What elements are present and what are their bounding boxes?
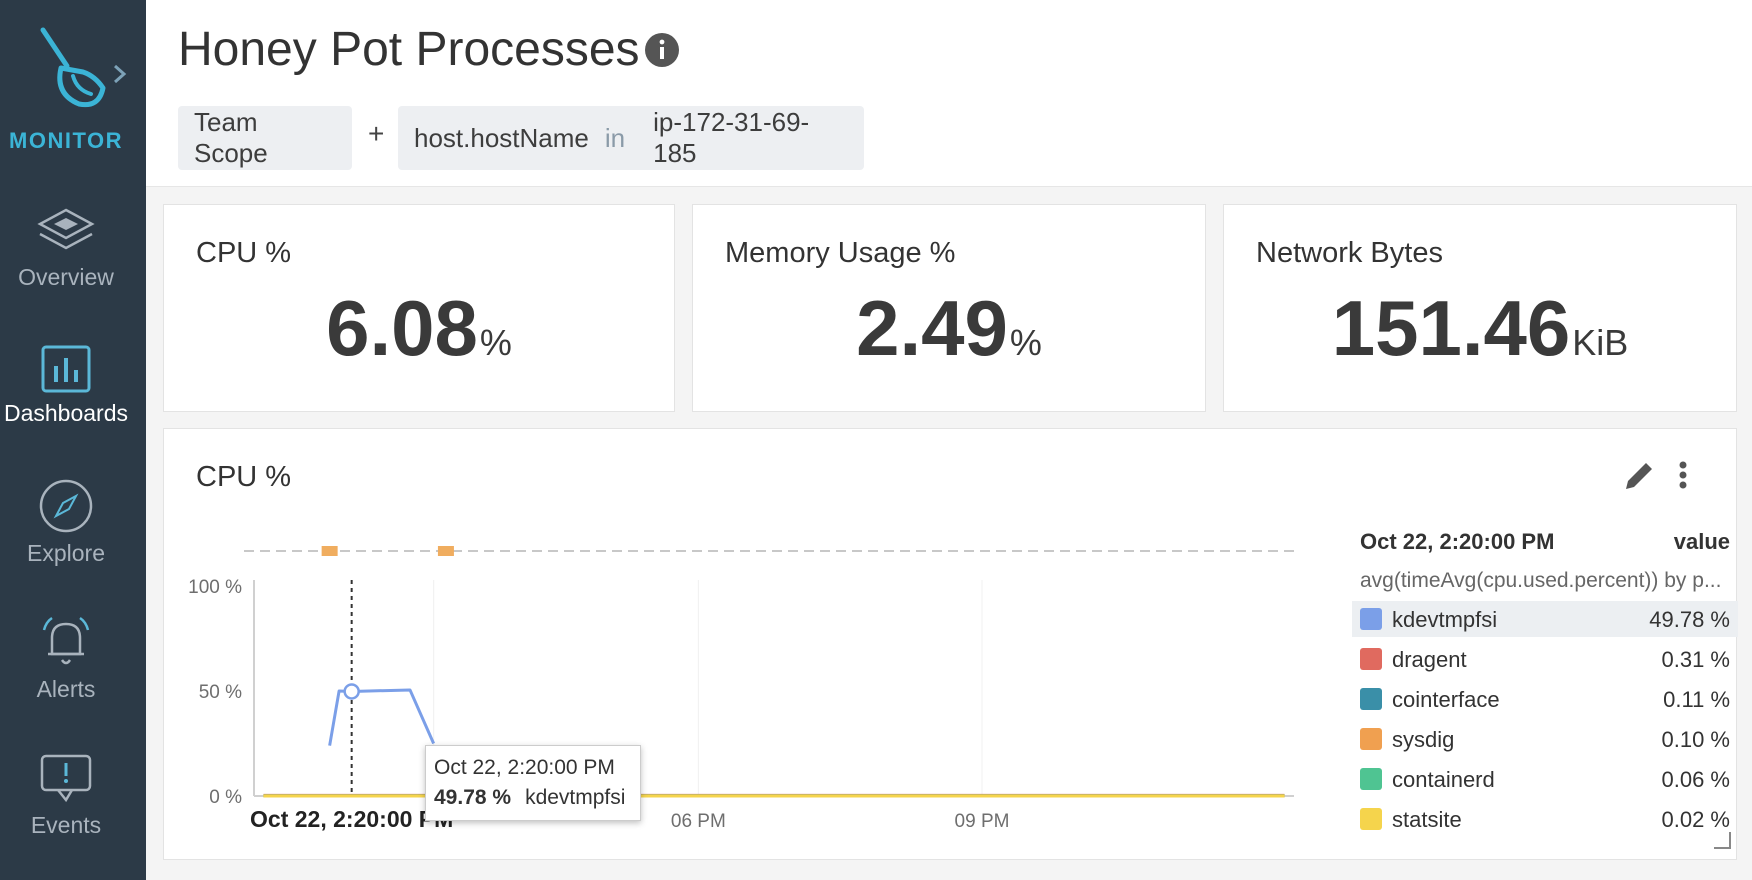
metric-card-network: Network Bytes 151.46KiB [1223, 204, 1737, 412]
chart-legend: Oct 22, 2:20:00 PM value avg(timeAvg(cpu… [1352, 529, 1738, 837]
metric-value: 6.08% [164, 283, 674, 374]
y-tick-label: 0 % [209, 787, 242, 808]
cpu-line-chart[interactable]: 100 % 50 % 0 % Oct 22, 2:20:00 PM 06 PM 09 PM [164, 429, 1324, 859]
chat-alert-icon [40, 754, 92, 803]
bell-icon [42, 616, 90, 665]
legend-swatch [1360, 768, 1382, 790]
metric-card-cpu: CPU % 6.08% [163, 204, 675, 412]
legend-series-name: sysdig [1392, 727, 1455, 752]
expand-sidebar-icon[interactable] [112, 62, 128, 91]
resize-handle[interactable] [1712, 830, 1732, 855]
team-scope-label: Team Scope [194, 107, 268, 168]
layers-icon [37, 208, 95, 250]
legend-series-value: 0.11 % [1663, 687, 1730, 712]
legend-series-name: kdevtmpfsi [1392, 607, 1498, 632]
legend-item[interactable]: cointerface 0.11 % [1352, 681, 1738, 717]
tooltip-series: kdevtmpfsi [525, 786, 626, 809]
legend-series-name: cointerface [1392, 687, 1500, 712]
tooltip-value: 49.78 % [434, 786, 512, 809]
shovel-logo-icon [40, 27, 106, 108]
x-tick-label: 06 PM [671, 811, 726, 832]
metric-card-memory: Memory Usage % 2.49% [692, 204, 1206, 412]
legend-series-value: 0.06 % [1661, 767, 1731, 792]
sidebar: MONITOR Overview Dashboards Explore [0, 0, 146, 880]
y-tick-label: 100 % [188, 577, 242, 598]
edit-pencil-icon[interactable] [1622, 457, 1658, 498]
legend-series-value: 0.02 % [1661, 807, 1731, 832]
compass-icon [39, 479, 93, 533]
metric-number: 151.46 [1331, 284, 1571, 372]
tooltip-time: Oct 22, 2:20:00 PM [434, 756, 615, 779]
event-marker [321, 546, 338, 556]
brand-name: MONITOR [9, 128, 123, 153]
legend-time: Oct 22, 2:20:00 PM [1360, 529, 1555, 554]
legend-swatch [1360, 728, 1382, 750]
dashboard-header: Honey Pot Processes Team Scope + host.ho… [146, 0, 1752, 187]
metric-unit: % [1009, 322, 1042, 363]
legend-header: Oct 22, 2:20:00 PM value [1352, 529, 1738, 559]
legend-series-name: statsite [1392, 807, 1462, 832]
bar-chart-icon [41, 345, 91, 393]
hover-point [343, 683, 360, 700]
y-tick-label: 50 % [199, 682, 242, 703]
event-marker [437, 546, 454, 556]
legend-item[interactable]: kdevtmpfsi 49.78 % [1352, 601, 1738, 637]
scope-operator: in [604, 122, 626, 153]
metric-unit: % [479, 322, 512, 363]
chart-tooltip: Oct 22, 2:20:00 PM 49.78 % kdevtmpfsi [425, 745, 641, 821]
nav-dashboards-label: Dashboards [3, 400, 129, 426]
nav-explore[interactable]: Explore [0, 478, 132, 567]
team-scope-chip[interactable]: Team Scope [178, 106, 352, 170]
legend-swatch [1360, 608, 1382, 630]
legend-series-value: 0.10 % [1661, 727, 1731, 752]
nav-events[interactable]: Events [0, 750, 132, 839]
add-scope-button[interactable]: + [368, 118, 385, 149]
metric-unit: KiB [1572, 322, 1629, 363]
cpu-chart-panel: CPU % 100 % 50 % 0 % Oct 22, 2:20:00 PM 06 P… [163, 428, 1738, 860]
scope-value: ip-172-31-69-185 [653, 107, 810, 168]
nav-explore-label: Explore [27, 540, 105, 566]
host-scope-filter[interactable]: host.hostName in ip-172-31-69-185 [398, 106, 864, 170]
legend-swatch [1360, 808, 1382, 830]
monitor-logo[interactable] [0, 24, 146, 110]
series-line [328, 688, 436, 746]
legend-series-value: 49.78 % [1649, 607, 1730, 632]
legend-series-value: 0.31 % [1661, 647, 1731, 672]
nav-alerts-label: Alerts [36, 676, 96, 702]
metric-value: 2.49% [693, 283, 1205, 374]
scope-key: host.hostName [414, 122, 589, 153]
nav-overview[interactable]: Overview [0, 206, 132, 291]
metric-title: Network Bytes [1256, 237, 1443, 269]
legend-item[interactable]: containerd 0.06 % [1352, 761, 1738, 797]
legend-swatch [1360, 688, 1382, 710]
panel-title: CPU % [196, 461, 292, 493]
nav-events-label: Events [30, 812, 102, 838]
nav-overview-label: Overview [18, 264, 114, 290]
legend-item[interactable]: dragent 0.31 % [1352, 641, 1738, 677]
info-icon[interactable] [644, 32, 680, 73]
nav-dashboards[interactable]: Dashboards [0, 344, 132, 427]
metric-title: CPU % [196, 237, 292, 269]
legend-item[interactable]: sysdig 0.10 % [1352, 721, 1738, 757]
nav-alerts[interactable]: Alerts [0, 614, 132, 703]
legend-query: avg(timeAvg(cpu.used.percent)) by p... [1360, 569, 1722, 592]
legend-value-header: value [1673, 529, 1730, 554]
legend-swatch [1360, 648, 1382, 670]
legend-item[interactable]: statsite 0.02 % [1352, 801, 1738, 837]
metric-title: Memory Usage % [725, 237, 956, 269]
metric-number: 2.49 [856, 284, 1008, 372]
page-title: Honey Pot Processes [178, 23, 640, 76]
more-options-icon[interactable] [1676, 457, 1690, 498]
x-tick-label: Oct 22, 2:20:00 PM [250, 806, 453, 832]
legend-series-name: containerd [1392, 767, 1495, 792]
metric-value: 151.46KiB [1224, 283, 1736, 374]
metric-number: 6.08 [326, 284, 478, 372]
x-tick-label: 09 PM [955, 811, 1010, 832]
legend-series-name: dragent [1392, 647, 1467, 672]
